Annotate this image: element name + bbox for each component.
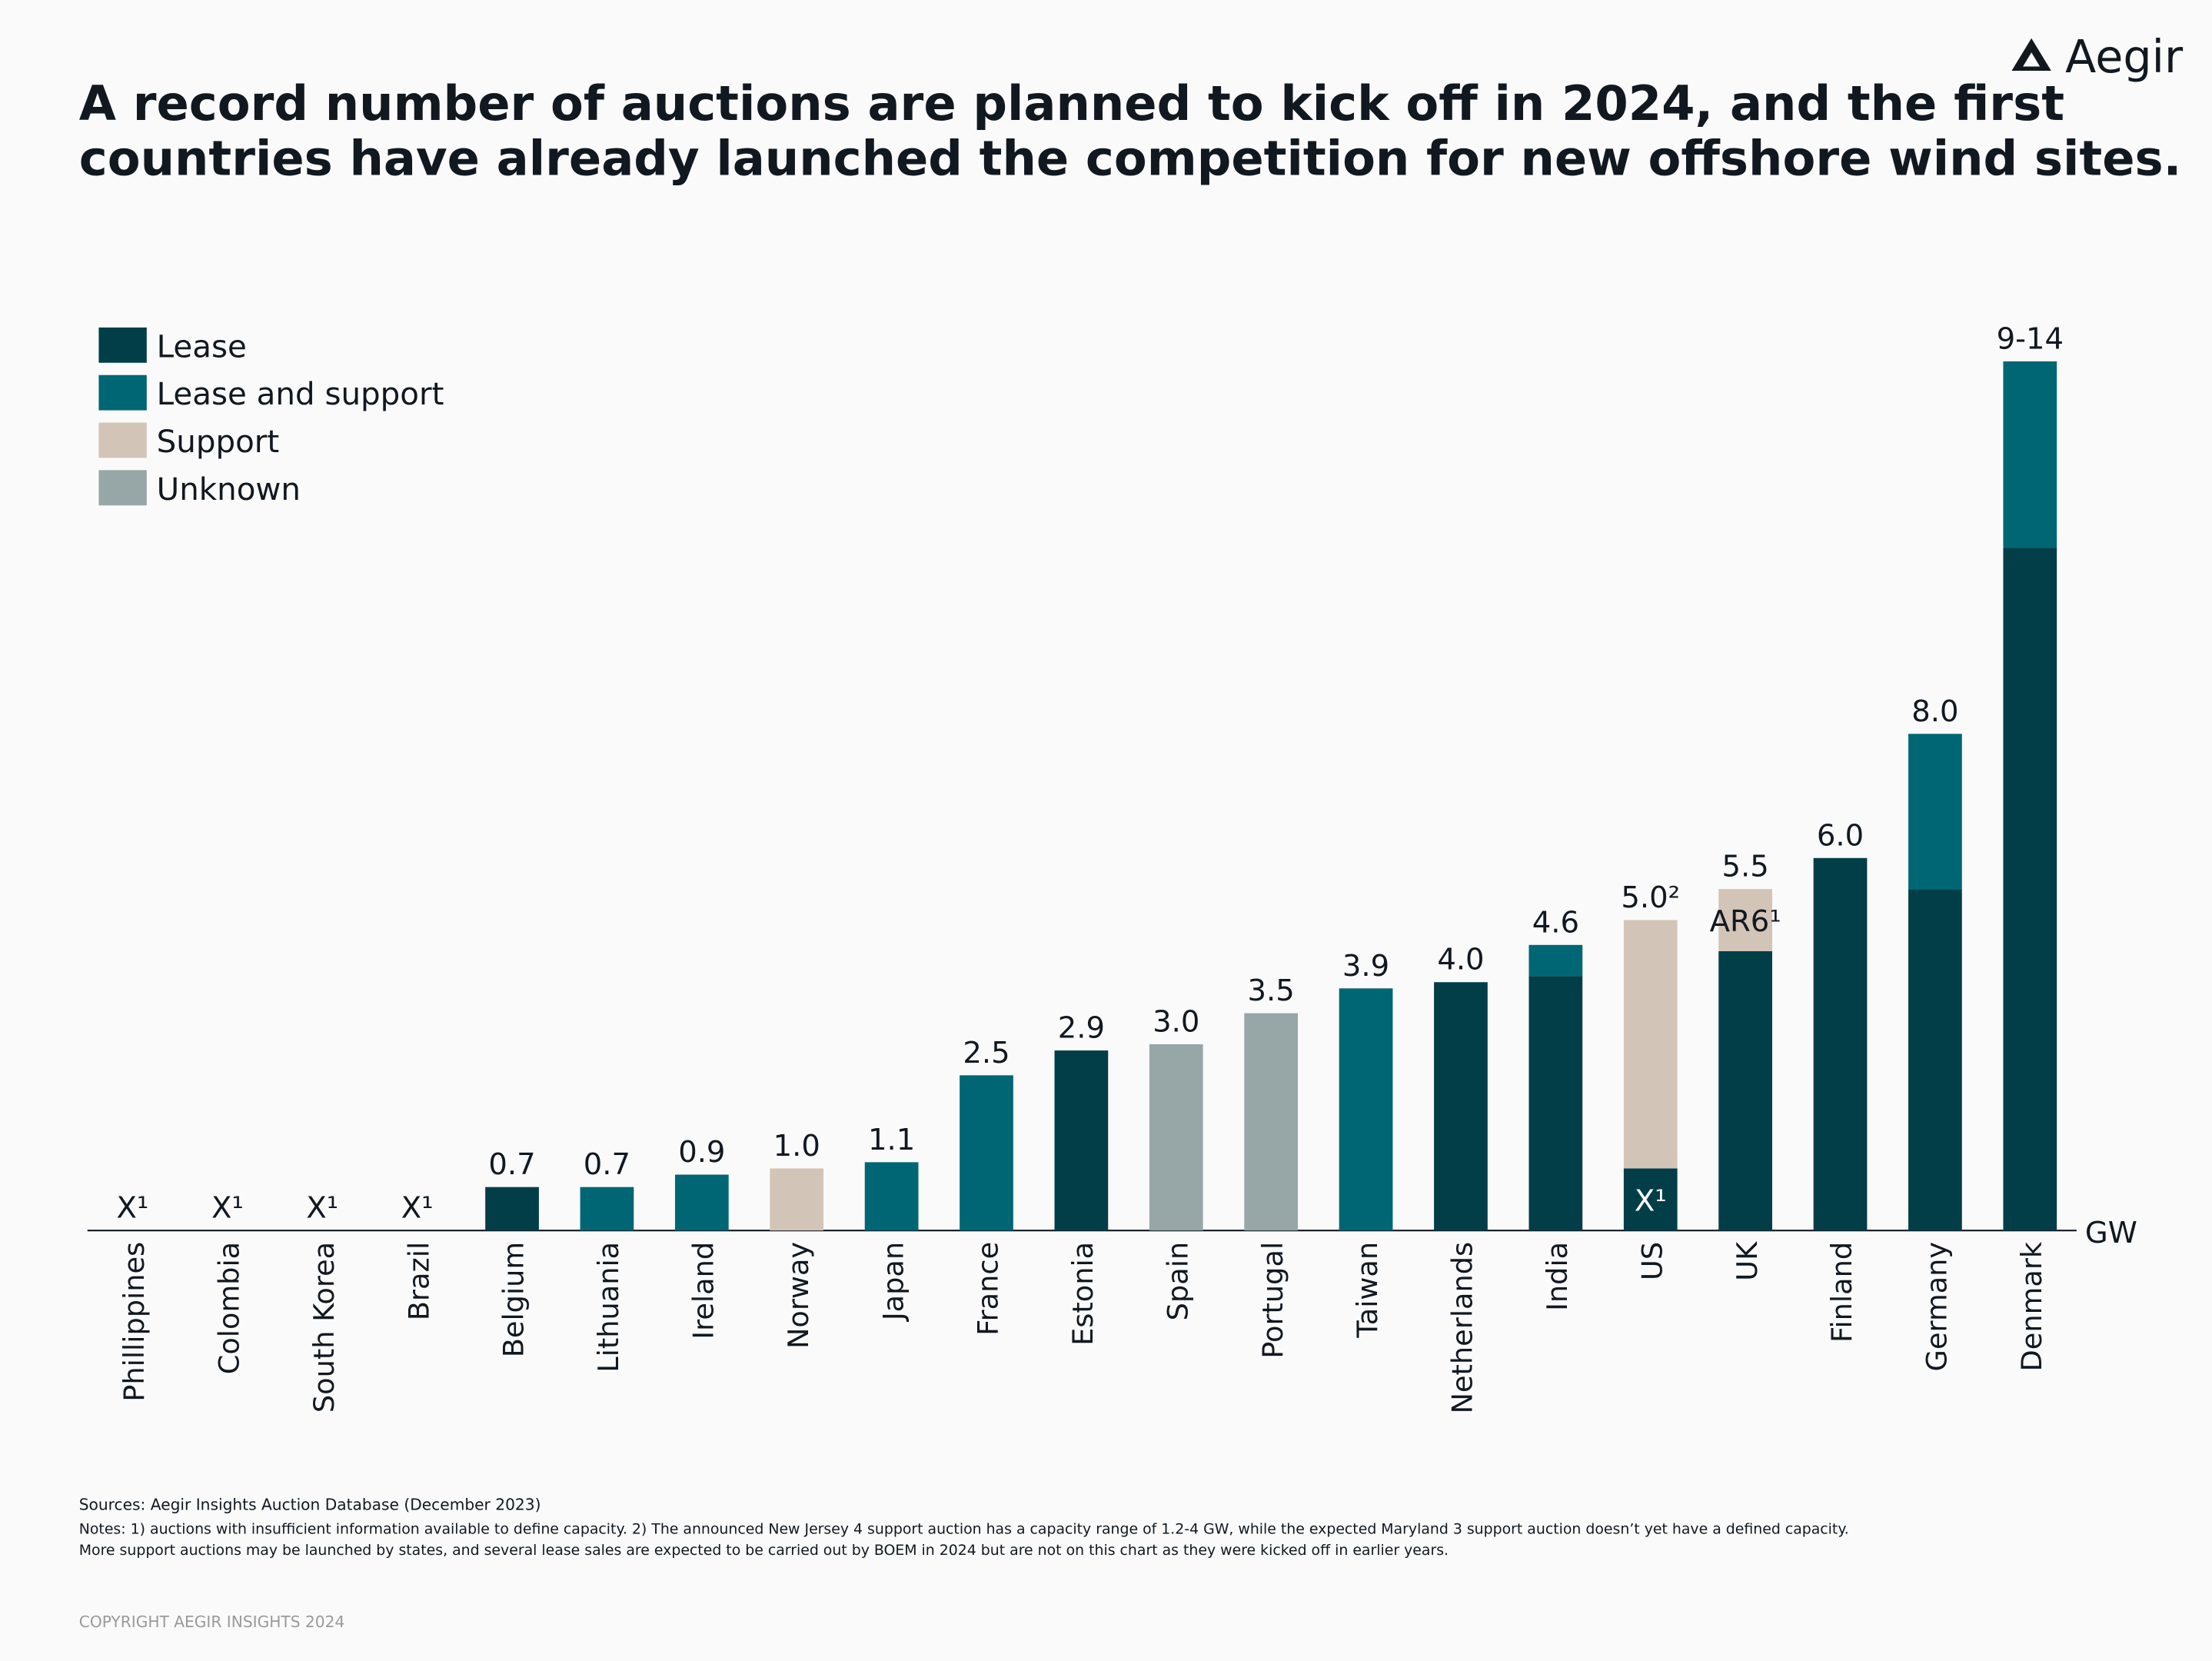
- segment-label: AR6¹: [1710, 904, 1781, 939]
- bar-segment: [580, 1187, 634, 1231]
- x-tick-label: Ireland: [687, 1242, 720, 1340]
- x-tick-label: Lithuania: [592, 1242, 625, 1373]
- x-tick-label: India: [1541, 1242, 1574, 1311]
- value-label: 5.5: [1722, 850, 1769, 884]
- bar-segment: [1623, 1168, 1678, 1231]
- x-tick-label: Portugal: [1256, 1242, 1289, 1359]
- value-label: 5.0²: [1621, 880, 1680, 915]
- chart-title: A record number of auctions are planned …: [79, 75, 2064, 131]
- value-label: 3.9: [1342, 949, 1389, 984]
- legend-label: Support: [157, 424, 280, 460]
- value-label: 1.0: [773, 1129, 820, 1163]
- logo-icon: [2011, 38, 2051, 71]
- x-tick-label: Colombia: [213, 1242, 246, 1374]
- bar-segment: [1908, 734, 1962, 890]
- x-tick-label: Spain: [1161, 1242, 1194, 1321]
- bar-segment: [1718, 950, 1772, 1231]
- bar-segment: [1054, 1050, 1109, 1231]
- bar-segment: [1339, 988, 1393, 1231]
- sources: Sources: Aegir Insights Auction Database…: [79, 1495, 541, 1513]
- value-label: X¹: [306, 1191, 338, 1226]
- x-tick-label: Denmark: [2015, 1241, 2048, 1371]
- x-tick-label: France: [972, 1242, 1005, 1336]
- unit-label: GW: [2085, 1216, 2137, 1250]
- chart-title: countries have already launched the comp…: [79, 131, 2182, 187]
- legend-label: Lease: [157, 328, 247, 364]
- value-label: 4.6: [1532, 905, 1579, 940]
- bar-segment: [1813, 857, 1868, 1231]
- bar-segment: [1244, 1013, 1299, 1231]
- bar-segment: [2003, 548, 2057, 1231]
- bar-segment: [960, 1075, 1013, 1231]
- bar-segment: [674, 1174, 729, 1231]
- logo: Aegir: [2065, 31, 2184, 83]
- copyright: COPYRIGHT AEGIR INSIGHTS 2024: [79, 1613, 345, 1631]
- x-tick-label: Estonia: [1066, 1242, 1099, 1346]
- bar-segment: [1908, 889, 1962, 1231]
- notes: Notes: 1) auctions with insufficient inf…: [79, 1521, 1849, 1538]
- legend-label: Unknown: [157, 471, 301, 508]
- bar-segment: [770, 1168, 824, 1231]
- value-label: 0.7: [584, 1147, 630, 1182]
- value-label: 4.0: [1437, 943, 1484, 977]
- legend-swatch: [98, 422, 147, 458]
- bar-segment: [1528, 976, 1583, 1231]
- legend-swatch: [98, 470, 147, 506]
- legend-swatch: [98, 327, 147, 363]
- x-tick-label: Belgium: [497, 1242, 531, 1357]
- value-label: 2.5: [963, 1036, 1010, 1070]
- bar-segment: [1434, 982, 1488, 1231]
- bar-segment: [1718, 889, 1772, 951]
- bar-segment: [1623, 920, 1678, 1169]
- x-tick-label: Finland: [1825, 1242, 1858, 1343]
- bar-segment: [1149, 1044, 1203, 1231]
- bar-segment: [864, 1162, 919, 1231]
- x-tick-label: Phillippines: [118, 1242, 151, 1402]
- x-tick-label: Germany: [1921, 1242, 1954, 1372]
- value-label: 8.0: [1911, 694, 1958, 729]
- value-label: 6.0: [1817, 818, 1864, 853]
- value-label: 0.9: [678, 1135, 725, 1170]
- x-tick-label: US: [1635, 1242, 1668, 1280]
- x-tick-label: UK: [1731, 1241, 1764, 1281]
- value-label: 3.0: [1153, 1004, 1199, 1039]
- value-label: 3.5: [1248, 974, 1295, 1008]
- value-label: X¹: [401, 1191, 434, 1226]
- x-tick-label: Norway: [782, 1242, 815, 1349]
- bar-segment: [485, 1187, 539, 1231]
- value-label: 0.7: [488, 1147, 535, 1182]
- value-label: 9-14: [1997, 321, 2064, 356]
- bar-segment: [1528, 944, 1583, 977]
- x-tick-label: South Korea: [308, 1242, 341, 1413]
- value-label: 1.1: [868, 1123, 915, 1157]
- value-label: X¹: [117, 1191, 149, 1226]
- x-tick-label: Japan: [876, 1242, 910, 1322]
- x-tick-label: Netherlands: [1446, 1242, 1479, 1414]
- x-tick-label: Brazil: [402, 1242, 435, 1320]
- value-label: 2.9: [1058, 1011, 1105, 1046]
- segment-label: X¹: [1635, 1183, 1667, 1218]
- value-label: X¹: [211, 1191, 244, 1226]
- x-tick-label: Taiwan: [1351, 1242, 1384, 1339]
- legend-label: Lease and support: [157, 376, 444, 412]
- notes: More support auctions may be launched by…: [79, 1542, 1449, 1559]
- bar-segment: [2003, 361, 2057, 548]
- legend-swatch: [98, 374, 147, 411]
